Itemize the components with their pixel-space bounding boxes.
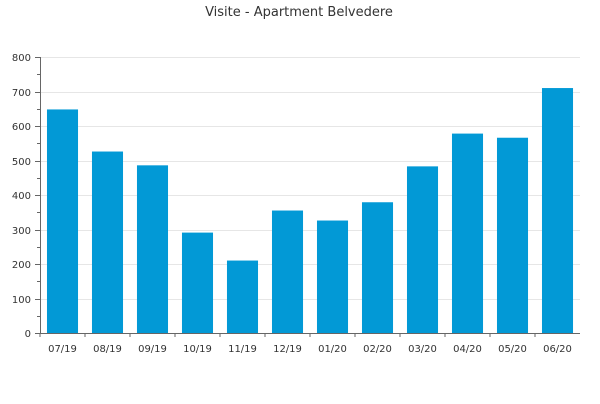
bar-12-19 [271,210,304,333]
y-tick-label: 0 [25,329,31,340]
x-tick-label: 01/20 [318,344,347,355]
grid-lines [40,57,580,300]
y-tick-label: 700 [12,88,31,99]
bar-11-19 [226,260,259,333]
bars [46,88,574,333]
x-tick-label: 05/20 [498,344,527,355]
x-tick-label: 07/19 [48,344,77,355]
x-tick-label: 09/19 [138,344,167,355]
x-tick-label: 12/19 [273,344,302,355]
bar-07-19 [46,109,79,333]
x-tick-label: 04/20 [453,344,482,355]
bar-09-19 [136,165,169,333]
x-tick-label: 08/19 [93,344,122,355]
chart-title: Visite - Apartment Belvedere [205,5,393,20]
x-tick-label: 06/20 [543,344,572,355]
bar-04-20 [451,133,484,333]
x-tick-label: 10/19 [183,344,212,355]
y-tick-label: 100 [12,295,31,306]
x-tick-label: 11/19 [228,344,257,355]
bar-01-20 [316,220,349,333]
bar-05-20 [496,137,529,333]
y-tick-label: 600 [12,122,31,133]
x-tick-labels: 07/19 08/19 09/19 10/19 11/19 12/19 01/20 02/20… [48,344,572,355]
bar-08-19 [91,151,124,333]
bar-02-20 [361,202,394,333]
y-tick-labels: 0 100 200 300 400 500 600 700 800 [12,53,31,340]
bar-06-20 [541,88,574,333]
y-tick-label: 200 [12,260,31,271]
y-tick-label: 300 [12,226,31,237]
bar-10-19 [181,232,214,333]
axes [35,57,580,337]
x-tick-label: 02/20 [363,344,392,355]
bar-03-20 [406,166,439,333]
y-tick-label: 500 [12,157,31,168]
y-tick-label: 800 [12,53,31,64]
x-tick-label: 03/20 [408,344,437,355]
y-tick-label: 400 [12,191,31,202]
